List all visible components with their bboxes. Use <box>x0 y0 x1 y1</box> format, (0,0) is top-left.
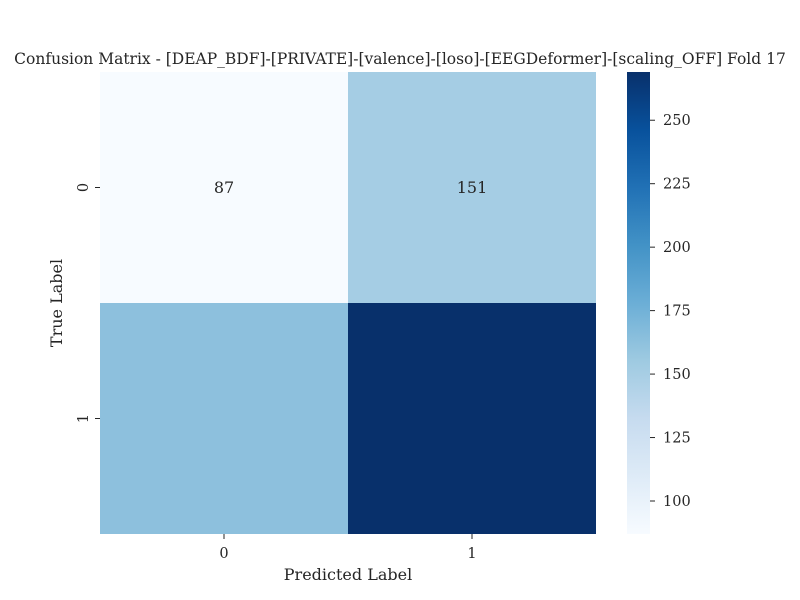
heatmap-cells <box>100 72 596 534</box>
colorbar-tick-label: 125 <box>663 431 691 447</box>
cell-annotations: 87 151 <box>214 178 487 197</box>
cell-annotation-0-1: 151 <box>457 178 488 197</box>
cell-annotation-0-0: 87 <box>214 178 234 197</box>
x-axis-label: Predicted Label <box>284 565 412 584</box>
heatmap-cell-1-1 <box>348 303 596 534</box>
colorbar-tick-label: 225 <box>663 177 691 193</box>
heatmap-cell-1-0 <box>100 303 348 534</box>
colorbar-gradient <box>627 72 650 534</box>
y-tick-label: 0 <box>76 183 92 192</box>
colorbar-tick-label: 175 <box>663 304 691 320</box>
y-axis-label: True Label <box>47 259 66 347</box>
x-tick-label: 0 <box>219 546 228 562</box>
colorbar-tick-label: 100 <box>663 494 691 510</box>
colorbar-tick-label: 150 <box>663 367 691 383</box>
colorbar-tick-label: 250 <box>663 113 691 129</box>
colorbar-tick-label: 200 <box>663 240 691 256</box>
y-axis: 0 1 True Label <box>47 183 100 423</box>
x-tick-label: 1 <box>467 546 476 562</box>
chart-title: Confusion Matrix - [DEAP_BDF]-[PRIVATE]-… <box>14 50 786 68</box>
x-axis: 0 1 Predicted Label <box>219 534 477 584</box>
heatmap-cell-0-0 <box>100 72 348 303</box>
colorbar: 100 125 150 175 200 225 250 <box>627 72 691 534</box>
y-tick-label: 1 <box>76 414 92 423</box>
heatmap-cell-0-1 <box>348 72 596 303</box>
